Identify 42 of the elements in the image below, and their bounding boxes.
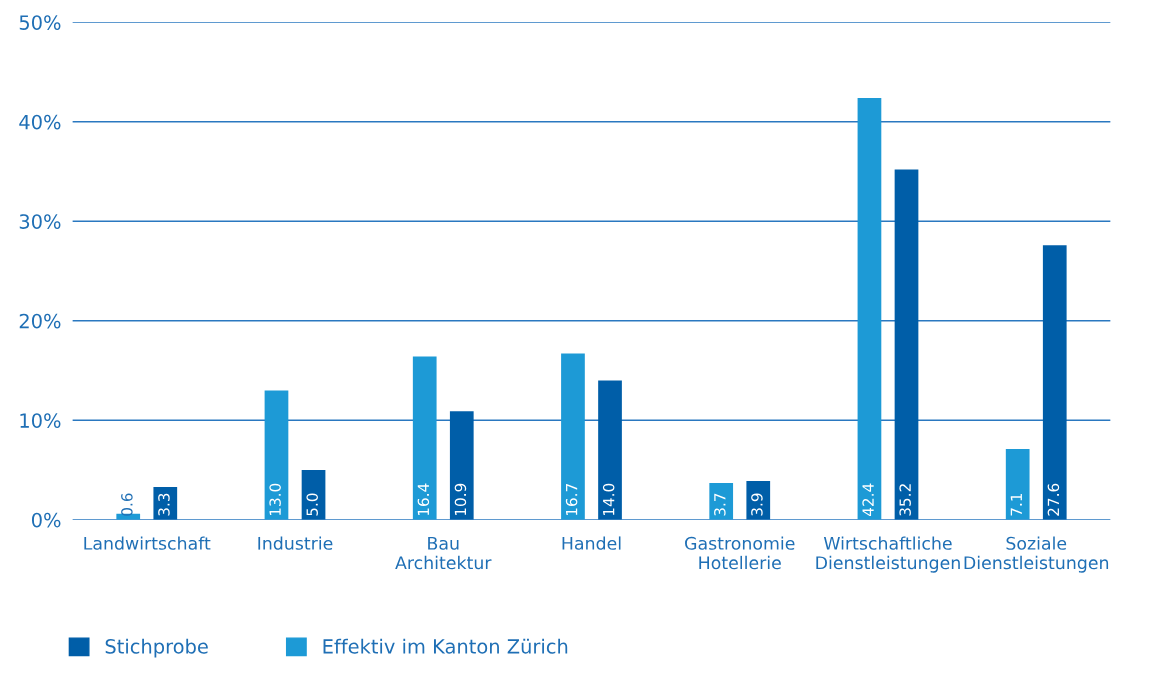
x-tick-label: Bau Architektur xyxy=(395,536,492,570)
data-label: 35.2 xyxy=(899,484,911,516)
data-label: 16.7 xyxy=(565,484,578,516)
bar xyxy=(709,482,734,520)
bar xyxy=(1005,449,1030,520)
x-tick-label: Gastronomie Hotellerie xyxy=(685,536,795,570)
data-label: 3.7 xyxy=(714,493,726,516)
x-tick-label: Industrie xyxy=(258,536,333,550)
bar xyxy=(857,97,882,520)
data-label: 7.1 xyxy=(1010,493,1022,516)
bar xyxy=(598,380,622,520)
legend-label: Stichprobe xyxy=(105,638,208,658)
data-label: 27.6 xyxy=(1047,483,1060,516)
x-tick-label: Soziale Dienstleistungen xyxy=(964,536,1109,573)
bar xyxy=(153,486,178,520)
y-tick-label: 30% xyxy=(19,214,61,229)
x-tick-label: Wirtschaftliche Dienstleistungen xyxy=(816,536,960,573)
data-label: 14.0 xyxy=(602,483,615,516)
x-tick-label: Landwirtschaft xyxy=(84,536,211,550)
y-tick-label: 40% xyxy=(19,114,61,130)
y-tick-label: 20% xyxy=(19,313,61,329)
y-tick-label: 10% xyxy=(20,413,61,428)
data-label: 13.0 xyxy=(269,483,281,516)
data-label: 42.4 xyxy=(862,483,874,517)
bar xyxy=(412,356,437,520)
y-tick-label: 0% xyxy=(31,512,61,528)
data-label: 5.0 xyxy=(306,493,318,516)
legend-label: Effektiv im Kanton Zürich xyxy=(323,638,568,654)
y-tick-label: 50% xyxy=(19,15,61,30)
x-tick-label: Handel xyxy=(562,536,621,550)
bar xyxy=(301,470,326,520)
data-label: 0.6 xyxy=(121,493,133,516)
data-label: 3.9 xyxy=(751,493,763,516)
bar xyxy=(264,390,289,520)
bar xyxy=(561,353,585,520)
data-label: 16.4 xyxy=(417,483,430,516)
bar xyxy=(449,411,474,520)
data-label: 10.9 xyxy=(454,483,467,516)
bar xyxy=(1042,245,1067,520)
bar xyxy=(894,169,919,520)
data-label: 3.3 xyxy=(158,493,170,516)
bar xyxy=(746,480,771,520)
